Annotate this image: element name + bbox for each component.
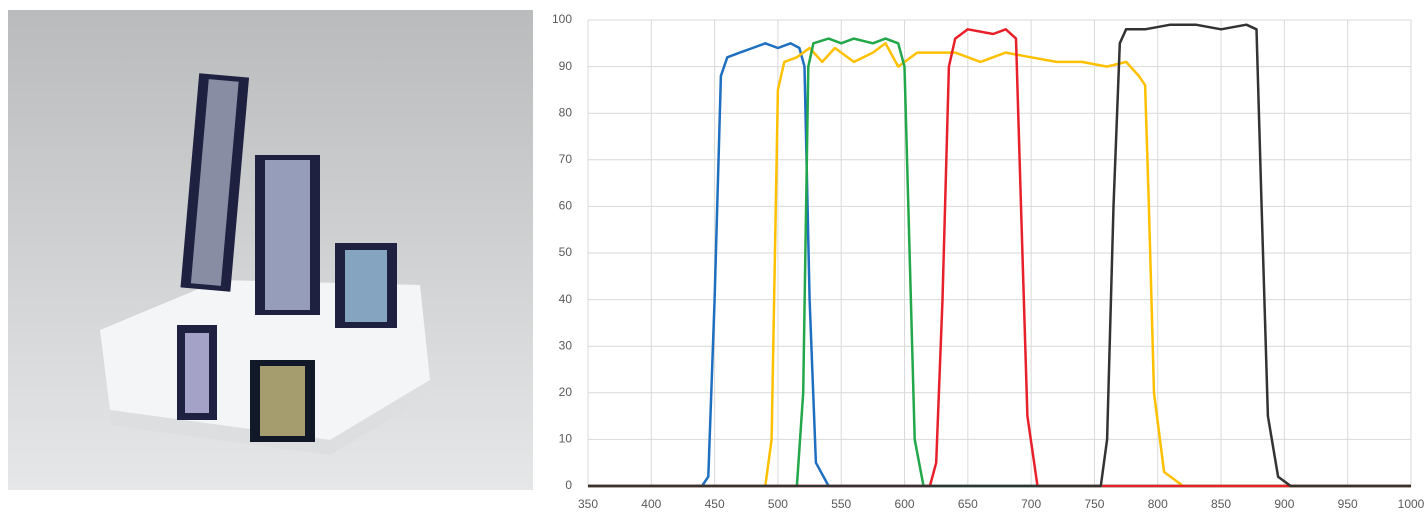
x-tick-label: 400 [641,497,661,511]
y-tick-label: 40 [559,292,573,306]
x-tick-label: 650 [958,497,978,511]
y-tick-label: 30 [559,338,573,352]
x-tick-label: 550 [831,497,851,511]
y-tick-label: 100 [552,12,572,26]
x-tick-label: 750 [1084,497,1104,511]
y-tick-label: 70 [559,152,573,166]
y-tick-label: 20 [559,385,573,399]
x-tick-label: 800 [1148,497,1168,511]
x-tick-label: 950 [1338,497,1358,511]
y-tick-label: 10 [559,432,573,446]
y-tick-label: 80 [559,105,573,119]
x-tick-label: 350 [578,497,598,511]
series-line [588,23,1411,488]
y-tick-label: 0 [565,478,572,492]
x-tick-label: 850 [1211,497,1231,511]
series-line [588,42,1411,488]
x-tick-label: 450 [705,497,725,511]
photo [8,10,533,490]
chart: 0 10 20 30 40 50 60 70 80 90 100 350 400 450 500 550 600… [552,12,1425,511]
y-tick-label: 90 [559,59,573,73]
x-tick-label: 900 [1274,497,1294,511]
y-tick-label: 60 [559,199,573,213]
y-tick-label: 50 [559,245,573,259]
series-line [588,28,1411,488]
series-line [588,37,1411,488]
x-tick-label: 1000 [1398,497,1425,511]
x-tick-label: 600 [895,497,915,511]
x-tick-label: 500 [768,497,788,511]
x-tick-label: 700 [1021,497,1041,511]
series-line [588,42,1411,488]
